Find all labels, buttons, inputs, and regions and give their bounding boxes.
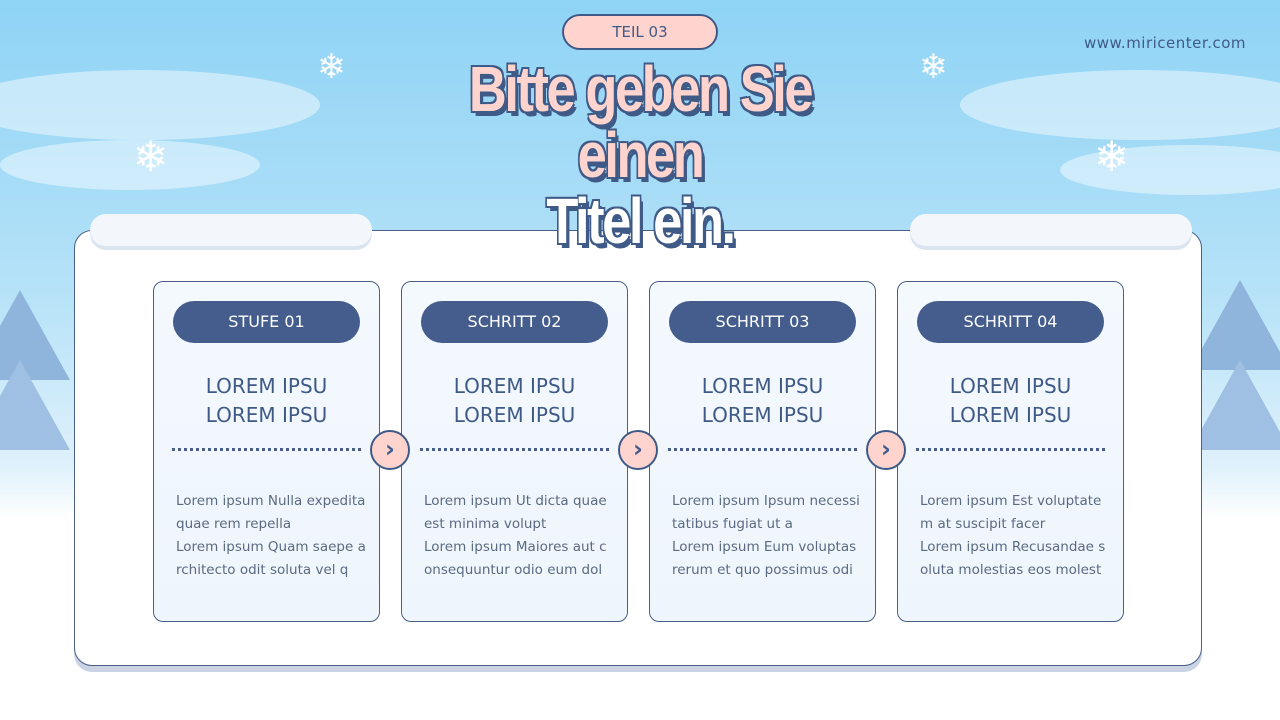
snowflake-icon: ❄ [133, 132, 169, 181]
snowflake-icon: ❄ [1094, 132, 1130, 181]
step-card: SCHRITT 03 LOREM IPSU LOREM IPSU Lorem ip… [649, 281, 876, 622]
step-label: STUFE 01 [173, 301, 360, 343]
snowflake-icon: ❄ [919, 47, 948, 87]
step-body: Lorem ipsum Nulla expedita quae rem repel… [176, 493, 366, 578]
divider [916, 448, 1105, 451]
step-label: SCHRITT 04 [917, 301, 1104, 343]
chevron-right-icon: › [866, 430, 906, 470]
snowflake-icon: ❄ [317, 47, 346, 87]
step-heading: LOREM IPSU LOREM IPSU [701, 374, 824, 427]
tree [1190, 360, 1280, 450]
cloud [1060, 145, 1280, 195]
divider [420, 448, 609, 451]
tree [1190, 280, 1280, 370]
step-card: SCHRITT 02 LOREM IPSU LOREM IPSU Lorem ip… [401, 281, 628, 622]
snow-cap [910, 214, 1192, 246]
chevron-right-icon: › [370, 430, 410, 470]
page-title: Bitte geben Sie einen Titel ein. [115, 56, 1165, 254]
step-body: Lorem ipsum Est voluptate m at suscipit f… [920, 493, 1106, 578]
cloud [960, 70, 1280, 140]
step-heading: LOREM IPSU LOREM IPSU [949, 374, 1072, 427]
title-line: einen [577, 119, 705, 191]
chevron-right-icon: › [618, 430, 658, 470]
tree [0, 360, 70, 450]
step-heading: LOREM IPSU LOREM IPSU [453, 374, 576, 427]
step-card: STUFE 01 LOREM IPSU LOREM IPSU Lorem ipsu… [153, 281, 380, 622]
section-badge: TEIL 03 [562, 14, 718, 50]
step-body: Lorem ipsum Ut dicta quae est minima volu… [424, 493, 607, 578]
divider [668, 448, 857, 451]
title-line: Bitte geben Sie [468, 53, 814, 125]
step-card: SCHRITT 04 LOREM IPSU LOREM IPSU Lorem ip… [897, 281, 1124, 622]
cloud [0, 140, 260, 190]
website-url[interactable]: www.miricenter.com [1084, 34, 1246, 52]
step-body: Lorem ipsum Ipsum necessi tatibus fugiat … [672, 493, 860, 578]
cloud [0, 70, 320, 140]
step-label: SCHRITT 02 [421, 301, 608, 343]
snow-cap [90, 214, 372, 246]
step-label: SCHRITT 03 [669, 301, 856, 343]
divider [172, 448, 361, 451]
step-heading: LOREM IPSU LOREM IPSU [205, 374, 328, 427]
title-line: Titel ein. [546, 185, 736, 257]
